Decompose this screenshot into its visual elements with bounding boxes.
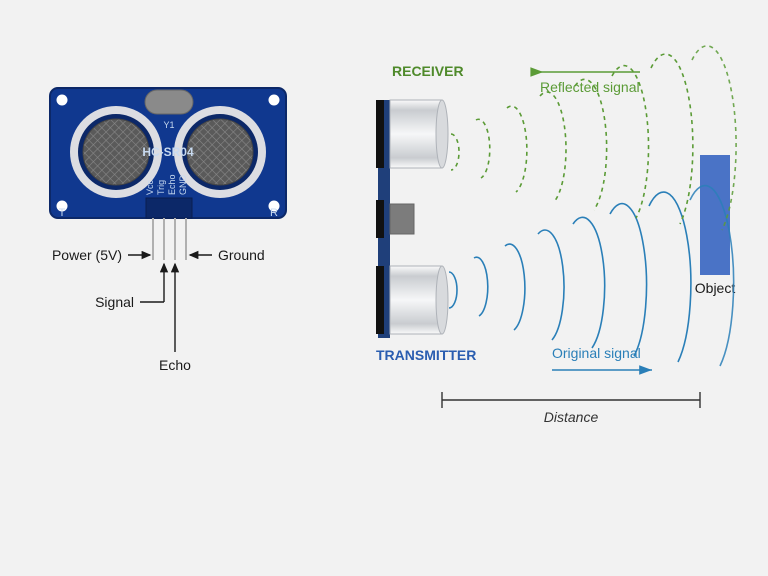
original-waves [449, 186, 734, 366]
pin-annotations: Power (5V) Ground Signal Echo [52, 247, 265, 373]
pin-label-gnd: GND [178, 175, 188, 196]
label-original: Original signal [552, 345, 641, 361]
label-power: Power (5V) [52, 247, 122, 263]
silkscreen-y1: Y1 [163, 120, 174, 130]
silkscreen-model: HC-SR04 [142, 145, 194, 159]
silkscreen-t: T [59, 207, 66, 219]
label-transmitter: TRANSMITTER [376, 347, 476, 363]
module-mid-block [376, 200, 384, 238]
label-signal: Signal [95, 294, 134, 310]
mount-hole [57, 95, 68, 106]
label-distance: Distance [544, 409, 599, 425]
module-mid-block2 [390, 204, 414, 234]
label-ground: Ground [218, 247, 265, 263]
wave-diagram: Object RECEIVER TRANSMITTER Reflected [376, 46, 736, 425]
label-object: Object [695, 280, 736, 296]
silkscreen-r: R [270, 207, 278, 219]
pin-label-vcc: Vcc [145, 179, 155, 195]
reflected-waves [451, 46, 736, 230]
sensor-module: Y1 T R HC-SR04 Vcc Trig Echo GND [50, 88, 286, 260]
distance-axis [442, 392, 700, 408]
label-echo: Echo [159, 357, 191, 373]
mount-hole [269, 95, 280, 106]
label-reflected: Reflected signal [540, 79, 640, 95]
pin-label-echo: Echo [167, 174, 177, 195]
pin-header [146, 198, 192, 218]
pin-label-trig: Trig [156, 180, 166, 195]
crystal-icon [145, 90, 193, 114]
label-receiver: RECEIVER [392, 63, 464, 79]
